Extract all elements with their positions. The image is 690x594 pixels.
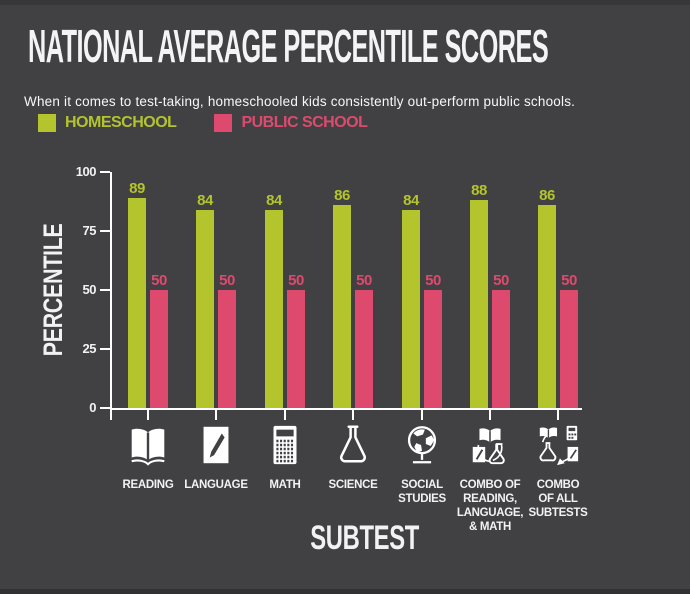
- y-tick-label: 25: [82, 341, 97, 356]
- x-tick-mark: [352, 408, 354, 420]
- category-label-combo-of: COMBO OF READING, LANGUAGE, & MATH: [456, 479, 524, 533]
- legend-label: HOMESCHOOL: [65, 114, 177, 131]
- public-school-bar-reading: [150, 290, 168, 408]
- top-edge-band: [0, 0, 690, 5]
- public-school-bar-value-combo: 50: [561, 272, 577, 289]
- y-tick-label: 100: [75, 164, 97, 179]
- public-school-bar-value-language: 50: [219, 272, 235, 289]
- public-school-bar-value-science: 50: [356, 272, 372, 289]
- y-tick-mark: [100, 230, 110, 232]
- category-label-combo: COMBO OF ALL SUBTESTS: [528, 479, 588, 519]
- x-axis-title-text: SUBTEST: [310, 519, 420, 557]
- legend-label: PUBLIC SCHOOL: [241, 114, 368, 131]
- x-tick-mark: [284, 408, 286, 420]
- page-subtitle: When it comes to test-taking, homeschool…: [24, 93, 576, 109]
- calculator-icon: [262, 422, 308, 468]
- homeschool-bar-combo: [538, 205, 556, 408]
- x-tick-mark: [147, 408, 149, 420]
- homeschool-bar-value-combo: 86: [539, 187, 555, 204]
- y-axis-line: [110, 172, 112, 420]
- public-school-bar-value-combo-of: 50: [493, 272, 509, 289]
- x-tick-mark: [421, 408, 423, 420]
- public-school-bar-combo: [560, 290, 578, 408]
- public-school-bar-math: [287, 290, 305, 408]
- bottom-edge-band: [0, 589, 690, 594]
- category-label-math: MATH: [269, 479, 301, 491]
- y-tick-mark: [100, 289, 110, 291]
- category-label-science: SCIENCE: [328, 479, 378, 491]
- category-label-social: SOCIAL STUDIES: [398, 479, 446, 505]
- homeschool-bar-reading: [128, 198, 146, 408]
- homeschool-bar-value-science: 86: [334, 187, 350, 204]
- combo-all-subtests-icon: [535, 422, 581, 468]
- legend-item-homeschool: HOMESCHOOL: [38, 114, 177, 132]
- homeschool-bar-social: [402, 210, 420, 408]
- page-title: NATIONAL AVERAGE PERCENTILE SCORES: [28, 20, 690, 72]
- public-school-swatch: [214, 114, 233, 132]
- homeschool-bar-math: [265, 210, 283, 408]
- y-tick-mark: [100, 348, 110, 350]
- homeschool-bar-value-language: 84: [197, 192, 213, 209]
- x-axis-title: SUBTEST: [265, 519, 465, 558]
- public-school-bar-language: [218, 290, 236, 408]
- category-label-reading: READING: [122, 479, 174, 491]
- book-icon: [125, 422, 171, 468]
- homeschool-bar-value-social: 84: [403, 192, 419, 209]
- y-tick-label: 50: [82, 282, 97, 297]
- globe-icon: [399, 422, 445, 468]
- homeschool-bar-combo-of: [470, 200, 488, 408]
- public-school-bar-social: [424, 290, 442, 408]
- chart-legend: HOMESCHOOL PUBLIC SCHOOL: [38, 114, 368, 132]
- flask-icon: [330, 422, 376, 468]
- y-tick-label: 0: [89, 400, 96, 415]
- x-tick-mark: [215, 408, 217, 420]
- homeschool-bar-value-math: 84: [266, 192, 282, 209]
- y-tick-mark: [100, 171, 110, 173]
- public-school-bar-science: [355, 290, 373, 408]
- x-tick-mark: [489, 408, 491, 420]
- homeschool-bar-value-reading: 89: [129, 180, 145, 197]
- pencil-paper-icon: [193, 422, 239, 468]
- combo-reading-language-math-icon: [467, 422, 513, 468]
- category-label-language: LANGUAGE: [184, 479, 248, 491]
- homeschool-bar-science: [333, 205, 351, 408]
- y-tick-mark: [100, 407, 110, 409]
- homeschool-bar-language: [196, 210, 214, 408]
- public-school-bar-combo-of: [492, 290, 510, 408]
- homeschool-swatch: [38, 114, 56, 132]
- public-school-bar-value-reading: 50: [151, 272, 167, 289]
- public-school-bar-value-math: 50: [288, 272, 304, 289]
- public-school-bar-value-social: 50: [425, 272, 441, 289]
- page-title-text: NATIONAL AVERAGE PERCENTILE SCORES: [28, 20, 549, 72]
- x-axis-line: [110, 408, 582, 410]
- legend-item-public-school: PUBLIC SCHOOL: [214, 114, 368, 132]
- y-tick-label: 75: [82, 223, 97, 238]
- x-tick-mark: [557, 408, 559, 420]
- homeschool-bar-value-combo-of: 88: [471, 182, 487, 199]
